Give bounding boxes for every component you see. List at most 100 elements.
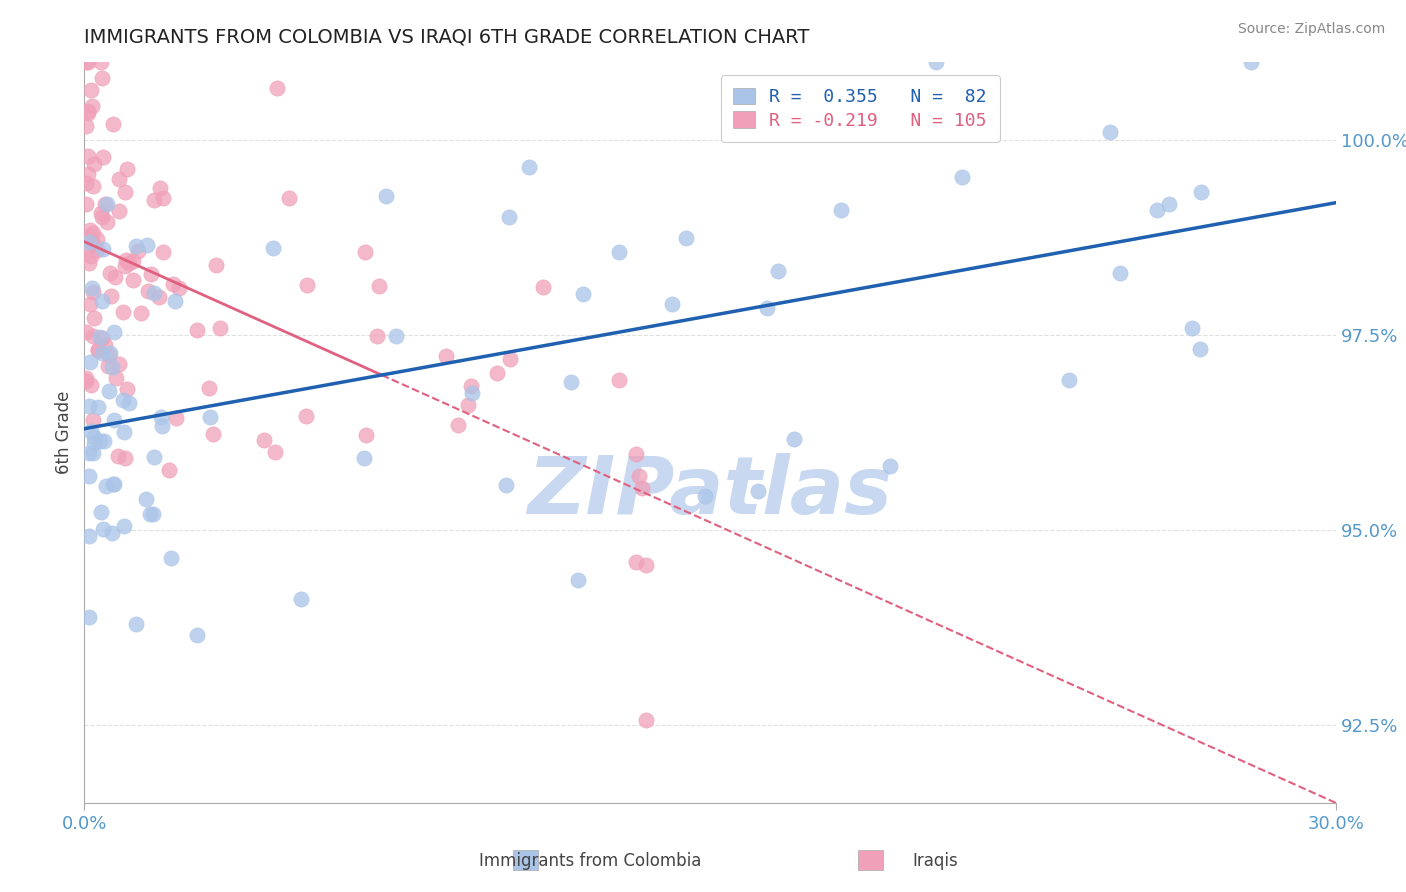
Point (1181, 321, 1204, 335)
Point (114, 185, 136, 199)
Point (82, 178, 104, 193)
Point (96, 215, 118, 229)
Legend: R =  0.355   N =  82, R = -0.219   N = 105: R = 0.355 N = 82, R = -0.219 N = 105 (721, 75, 1000, 143)
Point (627, 469, 650, 483)
Point (609, 373, 631, 387)
Point (82, 413, 104, 427)
Point (80, 249, 103, 263)
Point (517, 160, 540, 174)
Point (624, 447, 647, 461)
Point (79, 223, 101, 237)
Point (98, 348, 121, 362)
Point (89, 55, 111, 70)
Point (77, 446, 100, 460)
Point (87, 400, 110, 414)
Point (97, 359, 120, 373)
Point (485, 366, 508, 380)
Point (122, 253, 145, 268)
Point (295, 277, 318, 292)
Point (1240, 55, 1263, 70)
Point (1189, 185, 1212, 199)
Point (75, 371, 97, 385)
Point (149, 409, 172, 424)
Point (169, 280, 191, 294)
Point (263, 445, 285, 459)
Point (353, 245, 375, 260)
Point (90, 70, 112, 85)
Point (499, 352, 522, 367)
Point (77, 168, 100, 182)
Point (447, 417, 470, 432)
Point (200, 410, 222, 425)
Point (101, 359, 124, 374)
Point (1108, 266, 1130, 280)
Point (107, 450, 129, 464)
Point (142, 507, 165, 521)
Point (747, 484, 769, 499)
Point (385, 329, 408, 343)
Point (118, 396, 141, 410)
Point (103, 326, 125, 340)
Point (89, 330, 111, 344)
Point (75, 55, 97, 70)
Point (112, 393, 135, 408)
Point (91, 522, 114, 536)
Point (82, 99, 104, 113)
Point (83, 435, 105, 450)
Point (83, 430, 105, 444)
Point (115, 252, 138, 267)
Point (82, 329, 104, 343)
Point (112, 425, 135, 439)
Point (266, 81, 288, 95)
Point (204, 258, 226, 272)
Point (457, 398, 479, 412)
Point (91, 242, 114, 256)
Point (141, 268, 163, 282)
Point (94, 197, 117, 211)
Point (675, 231, 697, 245)
Point (114, 259, 136, 273)
Point (879, 458, 901, 473)
Point (434, 349, 457, 363)
Point (75, 197, 97, 211)
Text: Iraqis: Iraqis (912, 852, 957, 870)
Point (294, 409, 316, 424)
Point (498, 210, 520, 224)
Point (661, 296, 683, 310)
Point (262, 241, 284, 255)
Point (136, 238, 159, 252)
Point (93, 434, 115, 449)
Point (129, 306, 152, 320)
Text: IMMIGRANTS FROM COLOMBIA VS IRAQI 6TH GRADE CORRELATION CHART: IMMIGRANTS FROM COLOMBIA VS IRAQI 6TH GR… (84, 28, 810, 47)
Point (460, 379, 482, 393)
Point (353, 451, 375, 466)
Point (76, 229, 98, 244)
Point (91, 150, 114, 164)
Point (93, 337, 115, 351)
Point (77, 103, 100, 118)
Point (766, 263, 789, 277)
Point (89, 434, 111, 449)
Point (87, 343, 110, 357)
Point (143, 193, 166, 207)
Point (121, 273, 143, 287)
Point (98, 346, 121, 360)
Point (75, 325, 97, 339)
Point (100, 289, 122, 303)
Point (96, 479, 118, 493)
Point (115, 382, 138, 396)
Point (101, 477, 124, 491)
Point (103, 413, 125, 427)
Point (634, 558, 657, 573)
Point (80, 83, 103, 97)
Point (79, 355, 101, 369)
Point (186, 628, 208, 642)
Point (186, 323, 208, 337)
Point (82, 226, 104, 240)
Point (950, 169, 973, 184)
Point (90, 205, 112, 219)
Point (111, 305, 134, 319)
Point (1146, 202, 1168, 217)
Point (80, 281, 103, 295)
Point (114, 451, 136, 466)
